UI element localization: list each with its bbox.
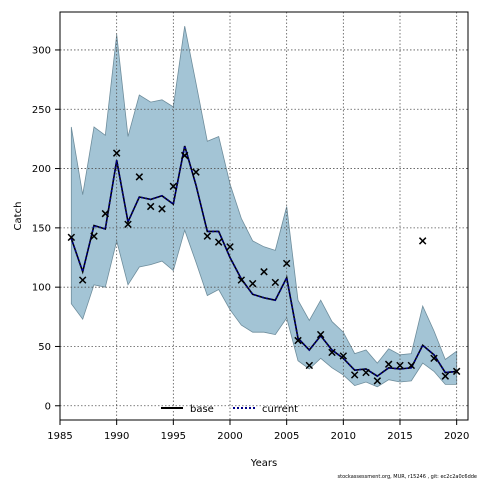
- confidence-band: [70, 26, 458, 388]
- x-tick-label: 1990: [104, 431, 129, 442]
- observed-point: [124, 220, 132, 229]
- y-tick-label: 50: [38, 342, 51, 353]
- x-tick-label: 2010: [331, 431, 356, 442]
- observed-point: [192, 168, 200, 176]
- observed-points-layer: [67, 149, 461, 385]
- observed-point: [316, 330, 325, 339]
- footnote: stockassessment.org, MUR, r15246 , git: …: [338, 474, 477, 480]
- y-axis-title: Catch: [13, 202, 24, 231]
- observed-point: [430, 354, 438, 363]
- legend-current-label: current: [262, 404, 298, 415]
- observed-point: [407, 361, 416, 370]
- observed-point: [248, 279, 257, 288]
- x-tick-label: 2020: [444, 431, 469, 442]
- observed-point: [67, 233, 76, 242]
- observed-point: [226, 243, 234, 251]
- observed-point: [260, 268, 268, 276]
- observed-point: [328, 348, 336, 357]
- x-tick-label: 2000: [217, 431, 242, 442]
- observed-point: [101, 209, 110, 218]
- observed-point: [169, 182, 178, 191]
- observed-point: [396, 361, 404, 370]
- plot-frame: [59, 11, 469, 421]
- observed-point: [362, 368, 370, 377]
- series-line-current: [70, 145, 457, 378]
- x-tick-label: 2005: [274, 431, 299, 442]
- observed-point: [112, 149, 121, 157]
- observed-point: [373, 377, 382, 385]
- legend: base current: [161, 404, 298, 415]
- x-tick-label: 1985: [47, 431, 72, 442]
- observed-point: [135, 173, 144, 181]
- observed-point: [237, 276, 246, 284]
- y-tick-label: 0: [45, 401, 51, 412]
- observed-point: [271, 278, 280, 287]
- grid-layer: [59, 12, 468, 420]
- observed-point: [418, 237, 427, 245]
- observed-point: [90, 232, 98, 240]
- series-line-layer: [70, 145, 457, 378]
- observed-point: [384, 360, 393, 368]
- observed-point: [441, 372, 450, 380]
- observed-point: [294, 336, 302, 345]
- observed-point: [452, 367, 461, 376]
- x-tick-label: 1995: [161, 431, 186, 442]
- observed-point: [158, 205, 166, 213]
- y-tick-label: 300: [32, 45, 51, 56]
- observed-point: [214, 238, 223, 246]
- confidence-band-layer: [70, 26, 458, 388]
- observed-point: [305, 361, 314, 370]
- x-axis-title: Years: [250, 458, 277, 469]
- x-tick-label: 2015: [387, 431, 412, 442]
- y-tick-label: 100: [32, 283, 51, 294]
- axes-layer: 1985 1990 1995 2000 2005 2010 2015 2020 0 50 100 15…: [32, 11, 469, 442]
- legend-base-label: base: [190, 404, 214, 415]
- observed-point: [146, 202, 155, 211]
- observed-point: [350, 371, 359, 379]
- y-tick-label: 200: [32, 164, 51, 175]
- observed-point: [180, 151, 189, 160]
- y-tick-label: 250: [32, 105, 51, 116]
- observed-point: [78, 276, 87, 284]
- observed-point: [339, 352, 348, 360]
- observed-point: [203, 232, 212, 240]
- y-tick-label: 150: [32, 223, 51, 234]
- observed-point: [282, 259, 291, 268]
